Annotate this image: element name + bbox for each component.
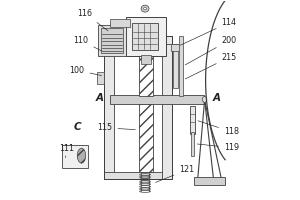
Bar xyxy=(104,36,114,179)
Text: 100: 100 xyxy=(70,66,102,76)
Bar xyxy=(98,25,126,56)
Bar xyxy=(190,106,195,134)
Bar xyxy=(101,28,123,53)
Text: 110: 110 xyxy=(74,36,102,51)
Bar xyxy=(104,36,172,44)
Text: 215: 215 xyxy=(185,53,237,79)
Bar xyxy=(104,171,172,179)
Text: 200: 200 xyxy=(185,36,237,65)
Text: 118: 118 xyxy=(198,121,239,136)
Ellipse shape xyxy=(143,7,146,10)
Bar xyxy=(61,145,88,168)
Bar xyxy=(173,44,178,88)
Bar xyxy=(110,95,204,104)
Text: A: A xyxy=(95,93,104,103)
Bar xyxy=(97,72,104,84)
Bar xyxy=(194,177,226,185)
Bar xyxy=(132,23,158,50)
Text: 111: 111 xyxy=(59,144,74,158)
Bar xyxy=(110,19,130,27)
Bar xyxy=(171,44,180,51)
Text: C: C xyxy=(74,122,81,132)
Bar xyxy=(139,104,153,171)
Text: 114: 114 xyxy=(180,18,236,45)
Bar xyxy=(126,17,166,56)
Bar xyxy=(162,36,172,179)
Bar xyxy=(190,132,194,156)
Text: 115: 115 xyxy=(98,123,135,132)
Text: A: A xyxy=(213,93,221,103)
Text: 116: 116 xyxy=(77,9,108,31)
Text: 119: 119 xyxy=(197,143,239,152)
Ellipse shape xyxy=(202,96,207,102)
Bar xyxy=(141,55,151,64)
Bar xyxy=(104,36,172,179)
Bar xyxy=(139,44,153,96)
Ellipse shape xyxy=(77,148,86,163)
Bar xyxy=(179,36,183,96)
Ellipse shape xyxy=(141,5,149,12)
Text: 121: 121 xyxy=(156,165,194,182)
